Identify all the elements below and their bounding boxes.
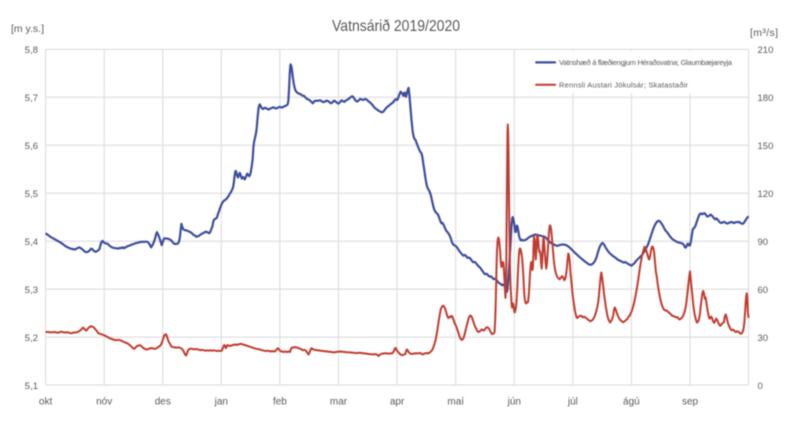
svg-text:5,6: 5,6 <box>25 141 38 152</box>
svg-text:Vatnsárið 2019/2020: Vatnsárið 2019/2020 <box>332 18 460 35</box>
svg-text:60: 60 <box>758 285 769 296</box>
svg-text:5,2: 5,2 <box>25 333 38 344</box>
svg-text:5,5: 5,5 <box>25 189 38 200</box>
svg-text:mar: mar <box>330 397 348 408</box>
svg-text:90: 90 <box>758 237 769 248</box>
svg-text:5,3: 5,3 <box>25 285 38 296</box>
svg-text:210: 210 <box>758 45 774 56</box>
svg-text:ágú: ágú <box>623 397 640 408</box>
svg-text:nóv: nóv <box>96 397 112 408</box>
svg-text:okt: okt <box>39 397 53 408</box>
svg-text:5,4: 5,4 <box>25 237 38 248</box>
svg-text:5,1: 5,1 <box>25 381 38 392</box>
svg-text:jún: jún <box>507 397 521 408</box>
svg-text:30: 30 <box>758 333 769 344</box>
svg-text:Rennsli Austari Jökulsár; Skat: Rennsli Austari Jökulsár; Skatastaðir <box>559 81 689 90</box>
svg-text:sep: sep <box>682 397 699 408</box>
svg-text:5,8: 5,8 <box>25 45 38 56</box>
svg-text:feb: feb <box>273 397 287 408</box>
svg-text:júl: júl <box>567 397 578 408</box>
svg-text:apr: apr <box>390 397 405 408</box>
svg-text:150: 150 <box>758 141 774 152</box>
svg-text:5,7: 5,7 <box>25 93 38 104</box>
svg-text:[m y.s.]: [m y.s.] <box>11 23 44 35</box>
svg-text:0: 0 <box>758 381 763 392</box>
svg-text:180: 180 <box>758 93 774 104</box>
svg-text:maí: maí <box>447 397 464 408</box>
svg-text:120: 120 <box>758 189 774 200</box>
svg-text:[m³/s]: [m³/s] <box>750 27 778 39</box>
svg-text:des: des <box>155 397 171 408</box>
svg-text:Vatnshæð á flæðiengjum Héraðsv: Vatnshæð á flæðiengjum Héraðsvatna; Glau… <box>559 58 733 67</box>
svg-text:jan: jan <box>214 397 228 408</box>
